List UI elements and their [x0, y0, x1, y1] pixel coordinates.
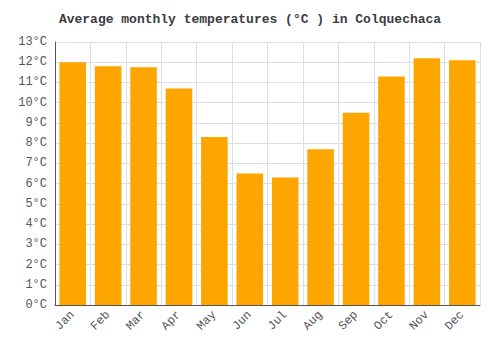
svg-text:Sep: Sep: [336, 308, 361, 333]
svg-text:Feb: Feb: [88, 308, 113, 333]
svg-text:10°C: 10°C: [18, 96, 47, 110]
svg-text:Aug: Aug: [300, 308, 325, 333]
svg-text:2°C: 2°C: [25, 258, 47, 272]
svg-text:8°C: 8°C: [25, 136, 47, 150]
svg-text:5°C: 5°C: [25, 197, 47, 211]
svg-text:13°C: 13°C: [18, 35, 47, 49]
svg-text:May: May: [194, 308, 219, 333]
svg-text:11°C: 11°C: [18, 75, 47, 89]
svg-text:6°C: 6°C: [25, 177, 47, 191]
svg-text:9°C: 9°C: [25, 116, 47, 130]
svg-text:Oct: Oct: [371, 308, 396, 333]
svg-text:Apr: Apr: [159, 308, 184, 333]
svg-text:7°C: 7°C: [25, 156, 47, 170]
svg-text:3°C: 3°C: [25, 237, 47, 251]
svg-text:4°C: 4°C: [25, 217, 47, 231]
svg-text:Dec: Dec: [442, 308, 467, 333]
svg-text:Mar: Mar: [123, 308, 148, 333]
svg-text:Jun: Jun: [230, 308, 255, 333]
svg-text:Nov: Nov: [407, 308, 432, 333]
svg-text:Jul: Jul: [265, 308, 290, 333]
svg-text:0°C: 0°C: [25, 298, 47, 312]
svg-text:1°C: 1°C: [25, 278, 47, 292]
svg-text:Average monthly temperatures (: Average monthly temperatures (°C ) in Co…: [59, 12, 441, 27]
svg-text:12°C: 12°C: [18, 55, 47, 69]
svg-text:Jan: Jan: [53, 308, 78, 333]
